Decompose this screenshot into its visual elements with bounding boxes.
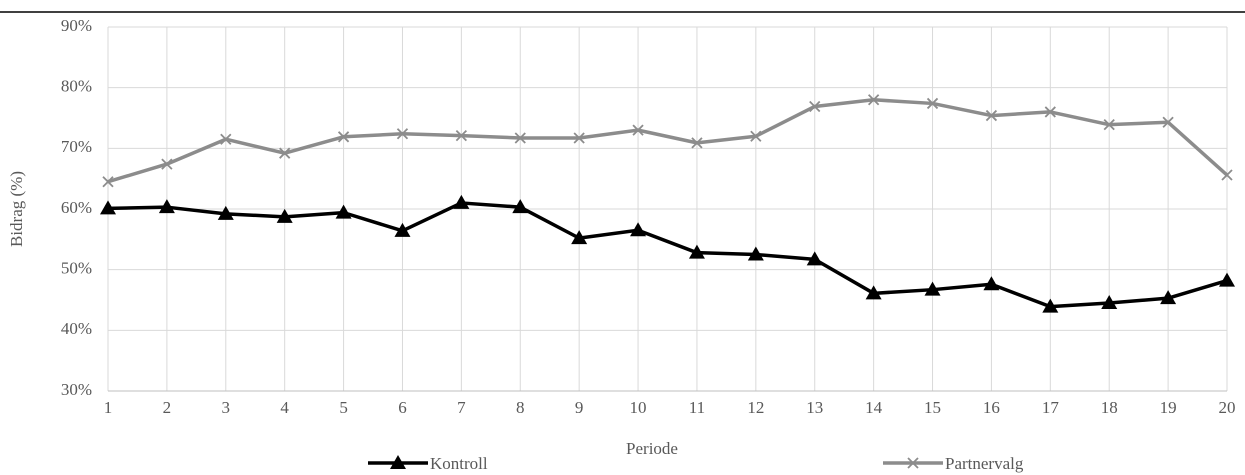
x-tick-label: 12: [747, 398, 764, 417]
marker: [161, 158, 173, 170]
y-tick-label: 40%: [61, 319, 92, 338]
x-tick-label: 11: [689, 398, 705, 417]
marker: [809, 100, 821, 113]
marker: [1101, 295, 1118, 310]
x-tick-label: 8: [516, 398, 525, 417]
x-tick-label: 10: [630, 398, 647, 417]
marker: [571, 230, 588, 245]
marker: [867, 94, 880, 106]
x-tick-label: 19: [1160, 398, 1177, 417]
x-tick-label: 5: [339, 398, 348, 417]
marker: [806, 251, 823, 266]
y-tick-label: 50%: [61, 259, 92, 278]
marker: [691, 137, 703, 149]
marker: [102, 176, 114, 188]
x-tick-label: 6: [398, 398, 407, 417]
x-tick-label: 3: [222, 398, 231, 417]
x-tick-label: 9: [575, 398, 584, 417]
marker: [630, 222, 647, 237]
marker: [337, 131, 350, 143]
series-line: [107, 201, 1228, 309]
x-tick-label: 20: [1219, 398, 1236, 417]
marker: [335, 204, 352, 219]
x-tick-label: 15: [924, 398, 941, 417]
y-axis-title: Bidrag (%): [7, 171, 26, 247]
marker: [100, 200, 116, 215]
marker: [747, 246, 764, 261]
marker: [1162, 116, 1174, 128]
marker: [453, 194, 470, 209]
y-tick-label: 80%: [61, 77, 92, 96]
legend-marker: [390, 455, 406, 469]
marker: [632, 124, 644, 136]
marker: [396, 128, 409, 140]
marker: [1042, 298, 1059, 313]
marker: [1221, 169, 1233, 181]
marker: [1160, 290, 1177, 305]
marker: [455, 129, 468, 142]
x-tick-label: 2: [163, 398, 172, 417]
marker: [1219, 272, 1235, 287]
y-tick-label: 30%: [61, 380, 92, 399]
marker: [573, 132, 585, 144]
marker: [983, 276, 1000, 291]
marker: [279, 147, 291, 159]
x-tick-label: 16: [983, 398, 1000, 417]
marker: [865, 285, 882, 300]
marker: [924, 281, 941, 296]
y-tick-label: 90%: [61, 16, 92, 35]
x-tick-label: 13: [806, 398, 823, 417]
x-tick-label: 4: [280, 398, 289, 417]
legend-label: Kontroll: [430, 454, 488, 473]
marker: [688, 244, 705, 259]
marker: [512, 199, 529, 214]
series-line: [107, 98, 1229, 184]
marker: [1044, 106, 1056, 118]
y-tick-label: 60%: [61, 198, 92, 217]
x-axis-title: Periode: [626, 439, 678, 458]
x-tick-label: 7: [457, 398, 466, 417]
marker: [217, 205, 234, 220]
marker: [985, 109, 998, 122]
marker: [220, 133, 232, 145]
marker: [514, 132, 526, 144]
legend-marker: [907, 457, 919, 469]
legend-label: Partnervalg: [945, 454, 1024, 473]
x-tick-label: 14: [865, 398, 883, 417]
x-tick-label: 17: [1042, 398, 1060, 417]
marker: [750, 130, 762, 142]
marker: [394, 222, 411, 237]
x-tick-label: 18: [1101, 398, 1118, 417]
marker: [926, 97, 939, 110]
y-tick-label: 70%: [61, 137, 92, 156]
marker: [1103, 119, 1115, 131]
marker: [158, 199, 175, 214]
x-tick-label: 1: [104, 398, 113, 417]
marker: [276, 208, 293, 223]
